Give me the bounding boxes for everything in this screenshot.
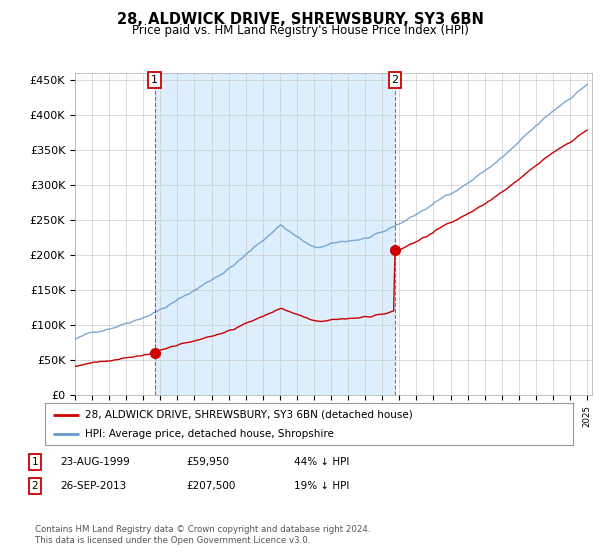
Bar xyxy=(155,73,395,395)
Text: 28, ALDWICK DRIVE, SHREWSBURY, SY3 6BN: 28, ALDWICK DRIVE, SHREWSBURY, SY3 6BN xyxy=(116,12,484,27)
Text: Contains HM Land Registry data © Crown copyright and database right 2024.
This d: Contains HM Land Registry data © Crown c… xyxy=(35,525,370,545)
Text: 1: 1 xyxy=(31,457,38,467)
Text: Price paid vs. HM Land Registry's House Price Index (HPI): Price paid vs. HM Land Registry's House … xyxy=(131,24,469,36)
Text: HPI: Average price, detached house, Shropshire: HPI: Average price, detached house, Shro… xyxy=(85,429,334,439)
Text: £59,950: £59,950 xyxy=(186,457,229,467)
Text: 2: 2 xyxy=(31,481,38,491)
Text: 1: 1 xyxy=(151,75,158,85)
Text: £207,500: £207,500 xyxy=(186,481,235,491)
Text: 23-AUG-1999: 23-AUG-1999 xyxy=(60,457,130,467)
Text: 19% ↓ HPI: 19% ↓ HPI xyxy=(294,481,349,491)
Text: 28, ALDWICK DRIVE, SHREWSBURY, SY3 6BN (detached house): 28, ALDWICK DRIVE, SHREWSBURY, SY3 6BN (… xyxy=(85,409,412,419)
Text: 44% ↓ HPI: 44% ↓ HPI xyxy=(294,457,349,467)
Text: 26-SEP-2013: 26-SEP-2013 xyxy=(60,481,126,491)
Text: 2: 2 xyxy=(391,75,398,85)
